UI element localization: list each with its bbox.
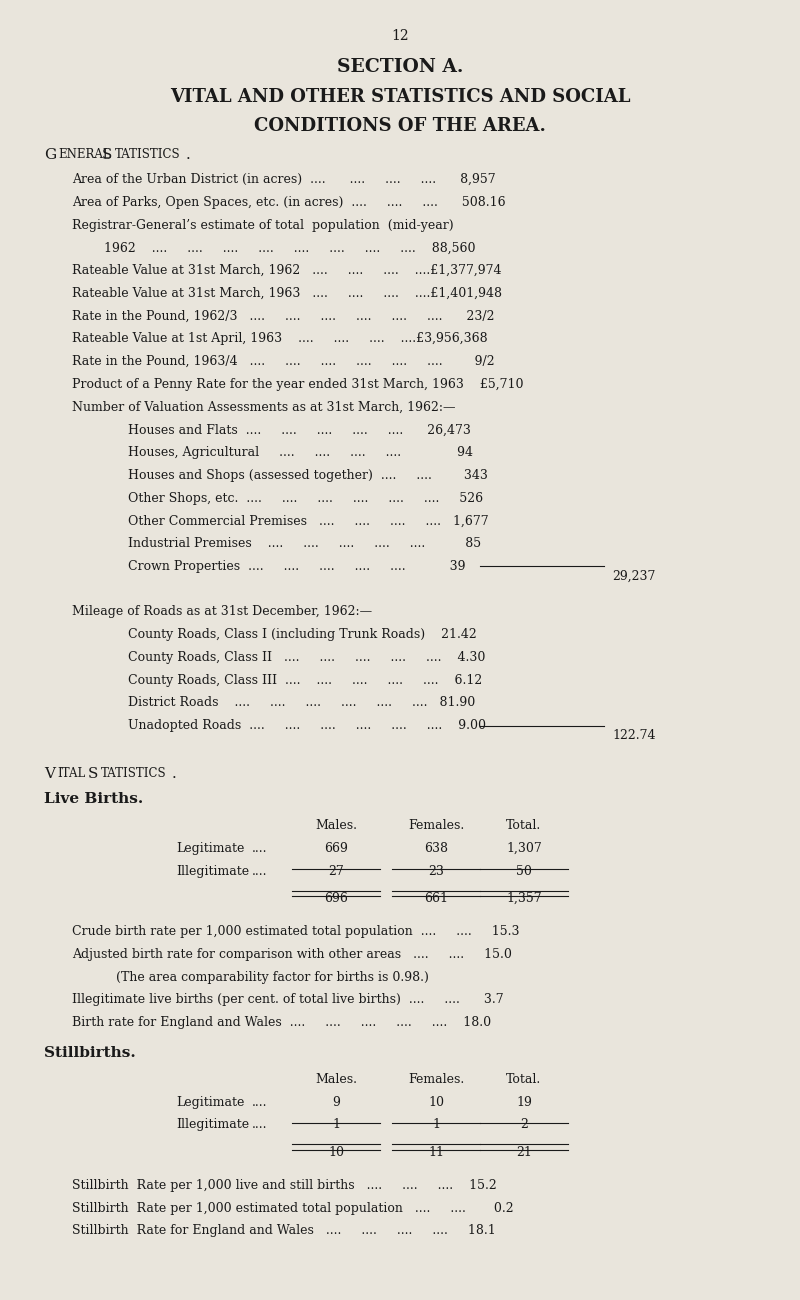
Text: 19: 19 (516, 1096, 532, 1109)
Text: Rateable Value at 1st April, 1963    ....     ....     ....    ....£3,956,368: Rateable Value at 1st April, 1963 .... .… (72, 333, 488, 346)
Text: Live Births.: Live Births. (44, 792, 143, 806)
Text: Rateable Value at 31st March, 1962   ....     ....     ....    ....£1,377,974: Rateable Value at 31st March, 1962 .... … (72, 264, 502, 277)
Text: Rate in the Pound, 1962/3   ....     ....     ....     ....     ....     ....   : Rate in the Pound, 1962/3 .... .... ....… (72, 309, 494, 322)
Text: SECTION A.: SECTION A. (337, 58, 463, 77)
Text: ITAL: ITAL (58, 767, 86, 780)
Text: County Roads, Class II   ....     ....     ....     ....     ....    4.30: County Roads, Class II .... .... .... ..… (128, 651, 486, 664)
Text: Product of a Penny Rate for the year ended 31st March, 1963    £5,710: Product of a Penny Rate for the year end… (72, 378, 523, 391)
Text: 1,357: 1,357 (506, 892, 542, 905)
Text: Rate in the Pound, 1963/4   ....     ....     ....     ....     ....     ....   : Rate in the Pound, 1963/4 .... .... ....… (72, 355, 494, 368)
Text: Houses and Flats  ....     ....     ....     ....     ....      26,473: Houses and Flats .... .... .... .... ...… (128, 424, 471, 437)
Text: 12: 12 (391, 29, 409, 43)
Text: G: G (44, 148, 56, 162)
Text: Number of Valuation Assessments as at 31st March, 1962:—: Number of Valuation Assessments as at 31… (72, 400, 455, 413)
Text: Area of Parks, Open Spaces, etc. (in acres)  ....     ....     ....      508.16: Area of Parks, Open Spaces, etc. (in acr… (72, 196, 506, 209)
Text: Illegitimate: Illegitimate (176, 1118, 249, 1131)
Text: Females.: Females. (408, 819, 464, 832)
Text: 661: 661 (424, 892, 448, 905)
Text: Males.: Males. (315, 1072, 357, 1086)
Text: V: V (44, 767, 55, 781)
Text: 11: 11 (428, 1145, 444, 1158)
Text: Crown Properties  ....     ....     ....     ....     ....           39: Crown Properties .... .... .... .... ...… (128, 560, 466, 573)
Text: Stillbirth  Rate per 1,000 estimated total population   ....     ....       0.2: Stillbirth Rate per 1,000 estimated tota… (72, 1201, 514, 1214)
Text: County Roads, Class I (including Trunk Roads)    21.42: County Roads, Class I (including Trunk R… (128, 628, 477, 641)
Text: Stillbirth  Rate per 1,000 live and still births   ....     ....     ....    15.: Stillbirth Rate per 1,000 live and still… (72, 1179, 497, 1192)
Text: Males.: Males. (315, 819, 357, 832)
Text: County Roads, Class III  ....    ....     ....     ....     ....    6.12: County Roads, Class III .... .... .... .… (128, 673, 482, 686)
Text: Legitimate: Legitimate (176, 1096, 244, 1109)
Text: Area of the Urban District (in acres)  ....      ....     ....     ....      8,9: Area of the Urban District (in acres) ..… (72, 173, 496, 186)
Text: 9: 9 (332, 1096, 340, 1109)
Text: Illegitimate: Illegitimate (176, 864, 249, 878)
Text: S: S (102, 148, 112, 162)
Text: 122.74: 122.74 (612, 729, 655, 742)
Text: Birth rate for England and Wales  ....     ....     ....     ....     ....    18: Birth rate for England and Wales .... ..… (72, 1017, 491, 1030)
Text: 10: 10 (428, 1096, 444, 1109)
Text: 1: 1 (432, 1118, 440, 1131)
Text: 50: 50 (516, 864, 532, 878)
Text: (The area comparability factor for births is 0.98.): (The area comparability factor for birth… (116, 971, 429, 984)
Text: 23: 23 (428, 864, 444, 878)
Text: 29,237: 29,237 (612, 571, 655, 584)
Text: Females.: Females. (408, 1072, 464, 1086)
Text: Industrial Premises    ....     ....     ....     ....     ....          85: Industrial Premises .... .... .... .... … (128, 537, 481, 550)
Text: CONDITIONS OF THE AREA.: CONDITIONS OF THE AREA. (254, 117, 546, 135)
Text: 21: 21 (516, 1145, 532, 1158)
Text: ....: .... (252, 1118, 267, 1131)
Text: 2: 2 (520, 1118, 528, 1131)
Text: 1: 1 (332, 1118, 340, 1131)
Text: Total.: Total. (506, 1072, 542, 1086)
Text: Rateable Value at 31st March, 1963   ....     ....     ....    ....£1,401,948: Rateable Value at 31st March, 1963 .... … (72, 287, 502, 300)
Text: ....: .... (252, 1096, 267, 1109)
Text: TATISTICS: TATISTICS (101, 767, 166, 780)
Text: Total.: Total. (506, 819, 542, 832)
Text: Adjusted birth rate for comparison with other areas   ....     ....     15.0: Adjusted birth rate for comparison with … (72, 948, 512, 961)
Text: Unadopted Roads  ....     ....     ....     ....     ....     ....    9.00: Unadopted Roads .... .... .... .... ....… (128, 719, 486, 732)
Text: Crude birth rate per 1,000 estimated total population  ....     ....     15.3: Crude birth rate per 1,000 estimated tot… (72, 926, 519, 939)
Text: 1,307: 1,307 (506, 842, 542, 855)
Text: VITAL AND OTHER STATISTICS AND SOCIAL: VITAL AND OTHER STATISTICS AND SOCIAL (170, 88, 630, 107)
Text: 638: 638 (424, 842, 448, 855)
Text: Other Shops, etc.  ....     ....     ....     ....     ....     ....     526: Other Shops, etc. .... .... .... .... ..… (128, 491, 483, 504)
Text: Houses and Shops (assessed together)  ....     ....        343: Houses and Shops (assessed together) ...… (128, 469, 488, 482)
Text: Stillbirth  Rate for England and Wales   ....     ....     ....     ....     18.: Stillbirth Rate for England and Wales ..… (72, 1225, 496, 1238)
Text: Legitimate: Legitimate (176, 842, 244, 855)
Text: Registrar-General’s estimate of total  population  (mid-year): Registrar-General’s estimate of total po… (72, 218, 454, 231)
Text: Other Commercial Premises   ....     ....     ....     ....   1,677: Other Commercial Premises .... .... ....… (128, 515, 489, 528)
Text: District Roads    ....     ....     ....     ....     ....     ....   81.90: District Roads .... .... .... .... .... … (128, 697, 475, 710)
Text: ENERAL: ENERAL (58, 148, 111, 161)
Text: Houses, Agricultural     ....     ....     ....     ....              94: Houses, Agricultural .... .... .... ....… (128, 446, 473, 459)
Text: ....: .... (252, 864, 267, 878)
Text: 696: 696 (324, 892, 348, 905)
Text: Stillbirths.: Stillbirths. (44, 1045, 136, 1060)
Text: Illegitimate live births (per cent. of total live births)  ....     ....      3.: Illegitimate live births (per cent. of t… (72, 993, 504, 1006)
Text: TATISTICS: TATISTICS (114, 148, 180, 161)
Text: 27: 27 (328, 864, 344, 878)
Text: ....: .... (252, 842, 267, 855)
Text: 1962    ....     ....     ....     ....     ....     ....     ....     ....    8: 1962 .... .... .... .... .... .... .... … (104, 242, 475, 255)
Text: S: S (88, 767, 98, 781)
Text: .: . (172, 767, 177, 781)
Text: .: . (186, 148, 190, 162)
Text: 10: 10 (328, 1145, 344, 1158)
Text: Mileage of Roads as at 31st December, 1962:—: Mileage of Roads as at 31st December, 19… (72, 606, 372, 619)
Text: 669: 669 (324, 842, 348, 855)
